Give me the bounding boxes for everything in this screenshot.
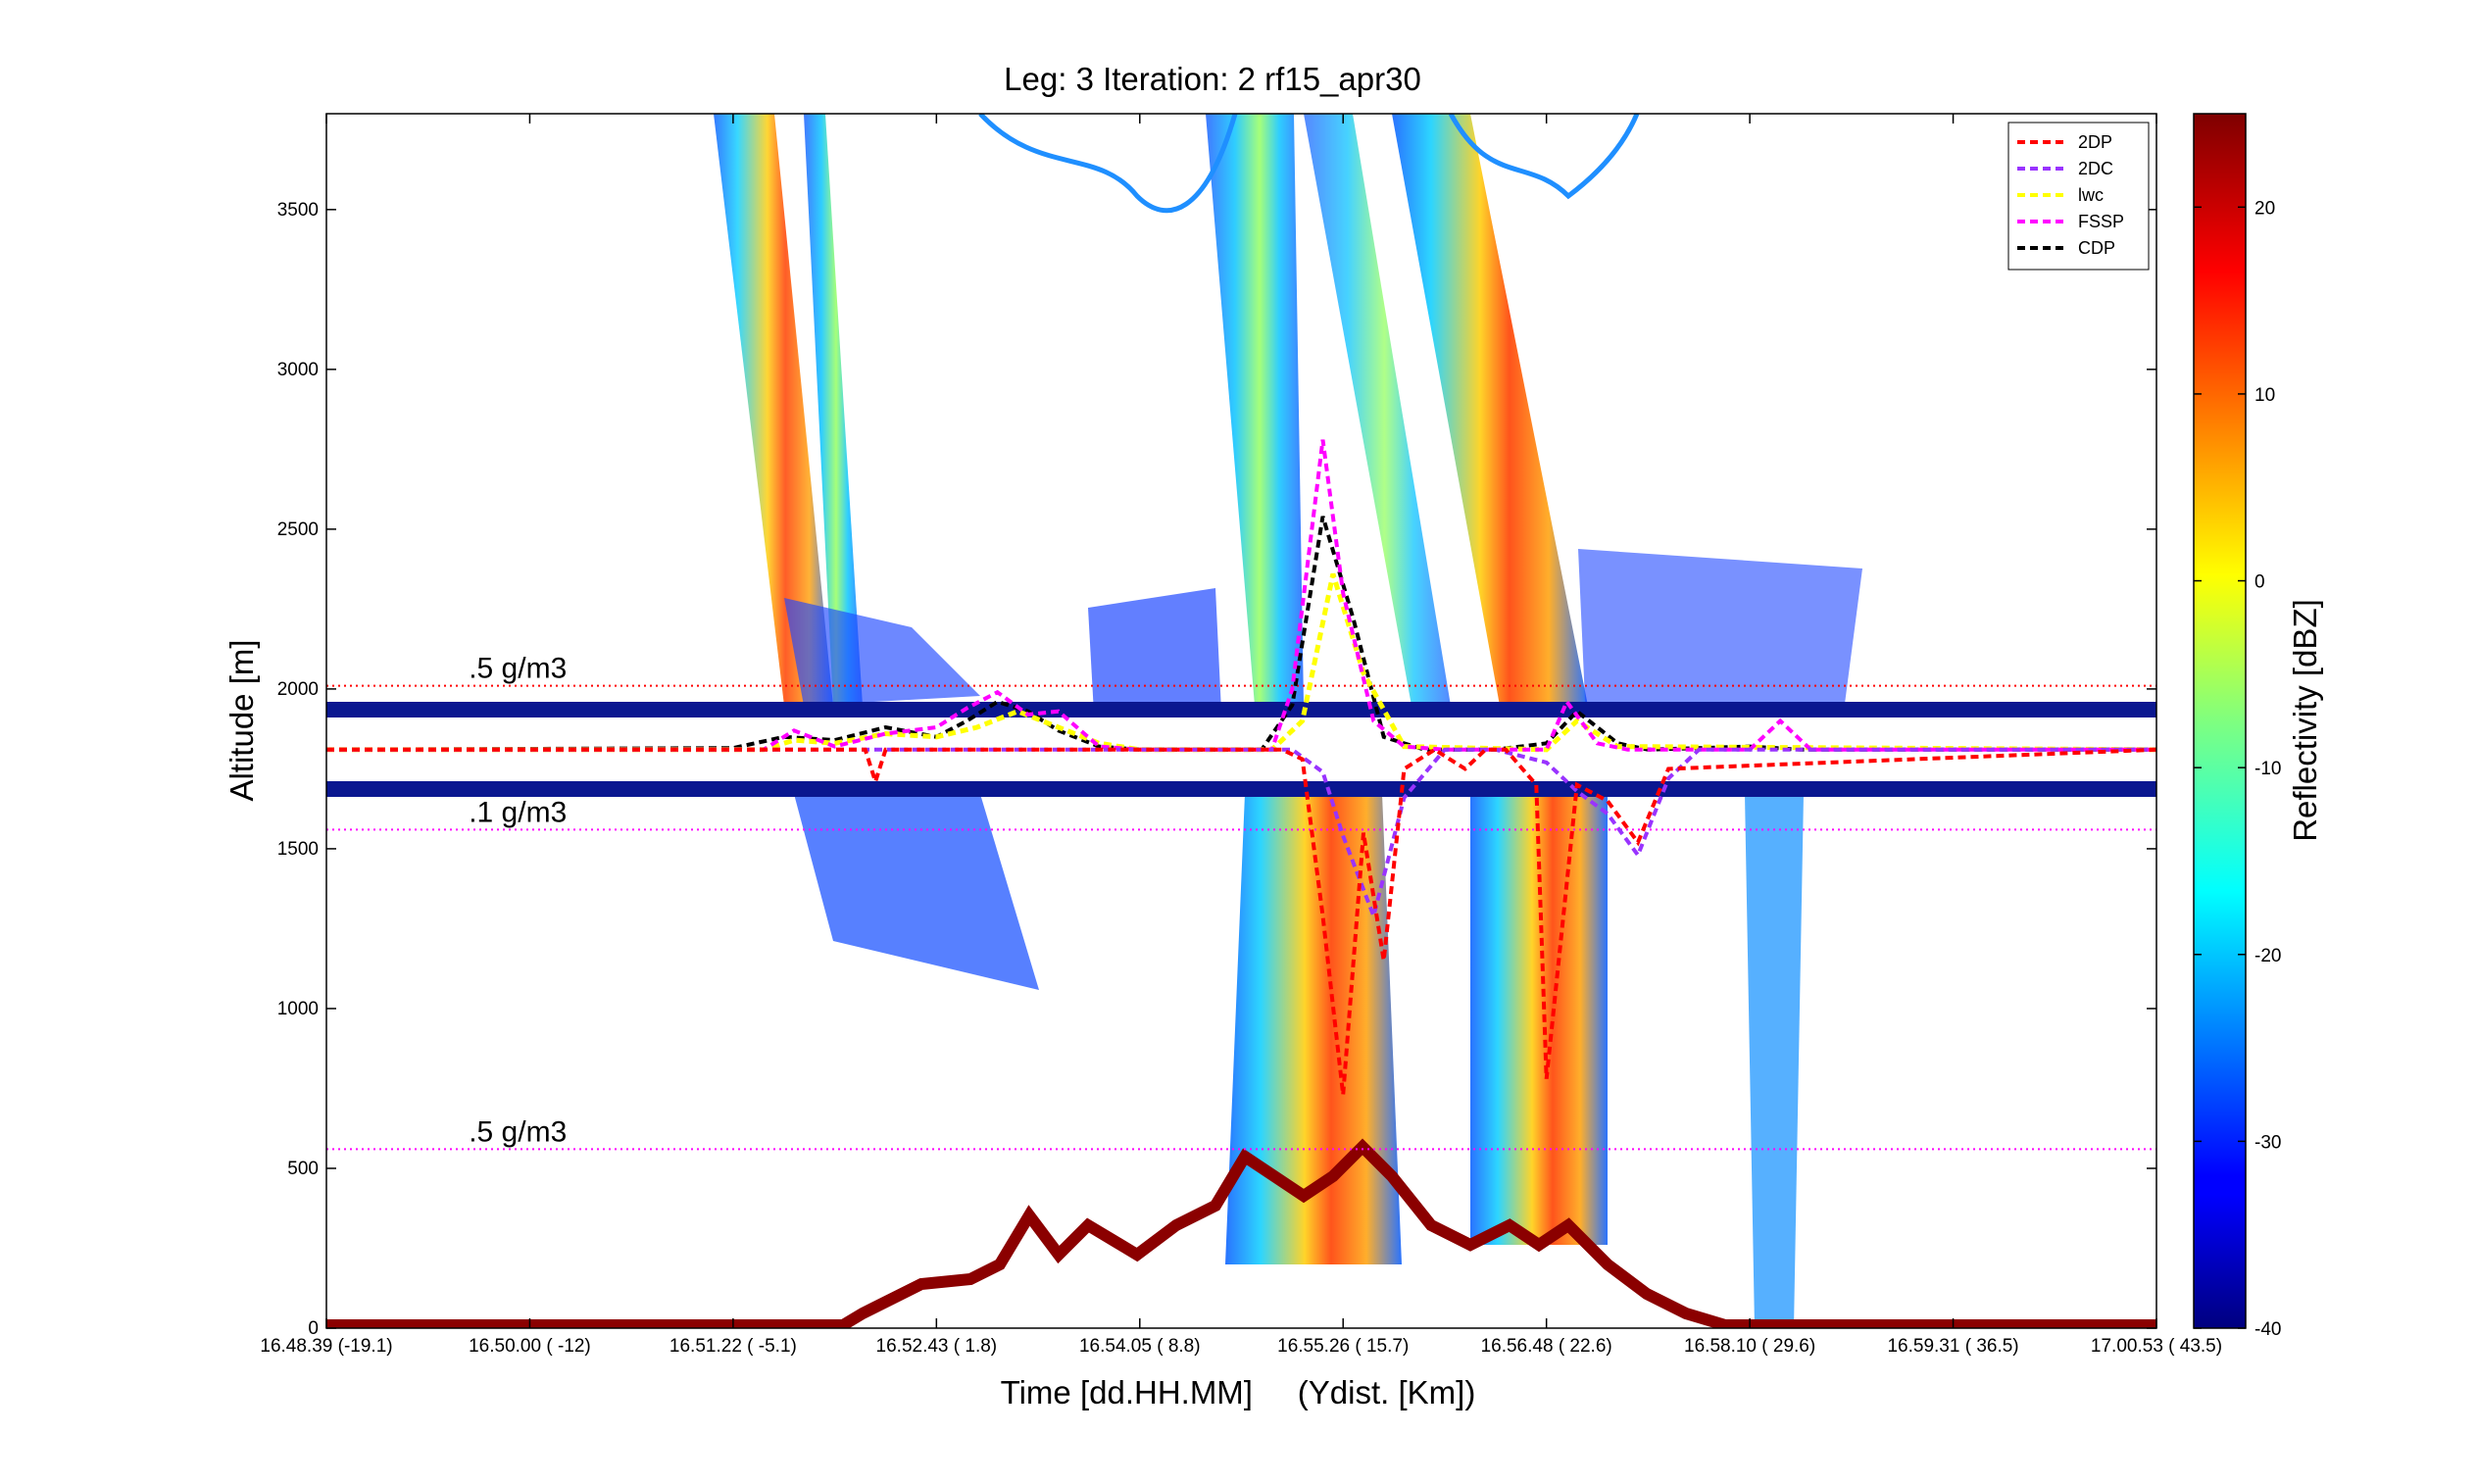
plume-lower-right	[1470, 794, 1608, 1245]
colorbar-tick-label: -10	[2254, 759, 2281, 779]
y-tick-label: 2000	[277, 679, 319, 700]
y-tick-label: 500	[287, 1159, 319, 1179]
probe-series	[326, 439, 2156, 1096]
legend: 2DP 2DC lwc FSSP CDP	[2007, 122, 2150, 271]
colorbar-tick-label: -30	[2254, 1132, 2281, 1153]
x-tick-label: 16.51.22 ( -5.1)	[669, 1336, 797, 1357]
colorbar-label: Reflectivity [dBZ]	[2287, 599, 2323, 842]
y-tick-label: 3500	[277, 200, 319, 221]
threshold-label: .5 g/m3	[469, 653, 567, 685]
colorbar-tick-label: 20	[2254, 198, 2275, 219]
y-tick-label: 1500	[277, 839, 319, 860]
legend-label: FSSP	[2078, 212, 2124, 231]
reflectivity-field	[326, 114, 2156, 1328]
legend-label: 2DP	[2078, 132, 2112, 152]
x-tick-label: 16.56.48 ( 22.6)	[1481, 1336, 1612, 1357]
threshold-annotations: .5 g/m3 .1 g/m3 .5 g/m3	[326, 653, 2156, 1151]
plume-upper-thin	[1304, 114, 1451, 706]
y-axis-label: Altitude [m]	[223, 639, 260, 801]
plume-upper-left-2	[804, 114, 863, 706]
echo-left	[784, 598, 980, 706]
axes-frame	[325, 113, 2157, 1329]
y-tick-label: 0	[308, 1318, 319, 1339]
colorbar-tick-label: -20	[2254, 946, 2281, 966]
colorbar-tick-label: 10	[2254, 385, 2275, 406]
colorbar	[2193, 113, 2247, 1329]
plume-upper-right	[1392, 114, 1588, 706]
plume-lower-left	[794, 794, 1039, 990]
series-line-2dp	[326, 747, 2156, 1096]
x-axis-label: Time [dd.HH.MM] (Ydist. [Km])	[1001, 1374, 1476, 1410]
x-axis: 16.48.39 (-19.1) 16.50.00 ( -12) 16.51.22 …	[260, 114, 2222, 1357]
chart-title: Leg: 3 Iteration: 2 rf15_apr30	[1004, 61, 1421, 97]
threshold-label: .5 g/m3	[469, 1115, 567, 1148]
legend-label: lwc	[2078, 185, 2104, 205]
x-tick-label: 16.48.39 (-19.1)	[260, 1336, 392, 1357]
x-tick-label: 16.59.31 ( 36.5)	[1887, 1336, 2018, 1357]
plume-upper-left	[714, 114, 833, 706]
y-tick-label: 2500	[277, 519, 319, 540]
near-aircraft-band-top	[326, 702, 2156, 717]
colorbar-ticks: 20 10 0 -10 -20 -30 -40	[2194, 198, 2281, 1340]
threshold-label: .1 g/m3	[469, 796, 567, 828]
y-tick-label: 3000	[277, 360, 319, 380]
y-tick-label: 1000	[277, 999, 319, 1019]
series-line-fssp	[326, 439, 2156, 752]
x-tick-label: 16.54.05 ( 8.8)	[1079, 1336, 1201, 1357]
legend-label: CDP	[2078, 238, 2115, 258]
colorbar-tick-label: 0	[2254, 572, 2265, 593]
colorbar-tick-label: -40	[2254, 1319, 2281, 1340]
surface-return	[326, 1138, 2156, 1328]
plume-upper-center	[1206, 114, 1304, 706]
x-tick-label: 16.55.26 ( 15.7)	[1277, 1336, 1409, 1357]
x-tick-label: 16.50.00 ( -12)	[469, 1336, 591, 1357]
plume-lower-far	[1745, 794, 1804, 1328]
legend-label: 2DC	[2078, 159, 2113, 178]
cloud-top-edge	[978, 114, 1640, 214]
y-axis: 0 500 1000 1500 2000 2500 3000 3500	[277, 200, 2156, 1339]
x-tick-label: 17.00.53 ( 43.5)	[2091, 1336, 2222, 1357]
x-tick-label: 16.52.43 ( 1.8)	[876, 1336, 998, 1357]
x-tick-label: 16.58.10 ( 29.6)	[1684, 1336, 1815, 1357]
series-line-cdp	[326, 516, 2156, 752]
near-aircraft-band-bottom	[326, 781, 2156, 797]
